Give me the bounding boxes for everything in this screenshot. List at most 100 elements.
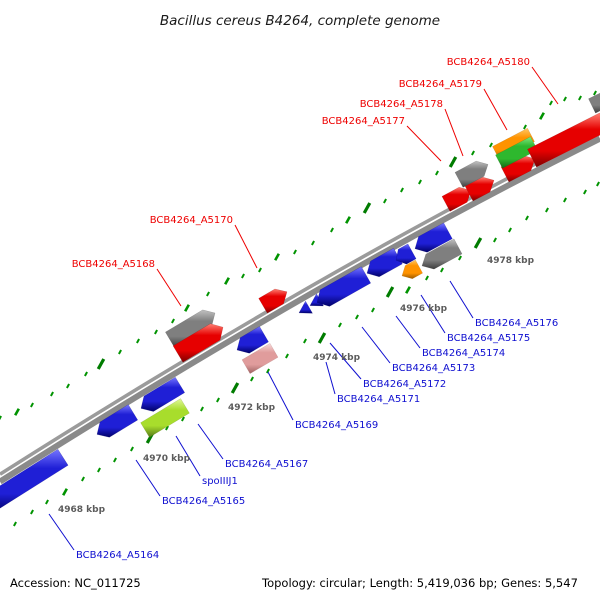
backbone-lower-line: [0, 135, 600, 485]
ruler-tick: [435, 170, 439, 176]
leader-line: [449, 280, 474, 319]
gene-label: BCB4264_A5175: [447, 333, 530, 344]
ruler-tick: [400, 187, 404, 193]
leader-line: [444, 108, 464, 157]
ruler-tick: [549, 100, 553, 106]
gene-label: BCB4264_A5168: [72, 259, 155, 270]
gene-labels-layer: BCB4264_A5180 BCB4264_A5179 BCB4264_A5178 B…: [72, 57, 559, 561]
ruler-tick: [563, 197, 567, 203]
ruler-label: 4968 kbp: [58, 505, 106, 515]
ruler-ticks-layer: [0, 90, 600, 527]
ruler-tick: [66, 383, 70, 389]
gene-A5171: [298, 300, 313, 314]
ruler-tick: [200, 406, 204, 412]
ruler-tick: [508, 227, 512, 233]
ruler-tick: [266, 368, 270, 374]
ruler-tick: [250, 376, 254, 382]
ruler-tick: [97, 467, 101, 473]
gene-label: BCB4264_A5179: [399, 79, 482, 90]
gene-label: BCB4264_A5171: [337, 394, 420, 405]
gene-label: BCB4264_A5169: [295, 420, 378, 431]
leader-line: [329, 342, 362, 380]
ruler-tick: [489, 142, 493, 148]
ruler-tick: [14, 408, 20, 416]
status-topology: Topology: circular; Length: 5,419,036 bp…: [261, 576, 578, 590]
ruler-tick: [563, 96, 567, 102]
gene-A5175: [414, 222, 453, 253]
ruler-tick: [458, 255, 462, 261]
gene-label: BCB4264_A5172: [363, 379, 446, 390]
ruler-tick: [440, 267, 444, 273]
ruler-tick: [293, 249, 297, 255]
ruler-tick: [385, 286, 395, 298]
gene-label: BCB4264_A5177: [322, 116, 405, 127]
ruler-tick: [96, 358, 106, 370]
ruler-tick: [525, 215, 529, 221]
gene-spoIIIJ1: [140, 398, 190, 438]
leader-line: [267, 371, 294, 421]
ruler-tick: [171, 318, 175, 324]
ruler-tick: [30, 509, 34, 515]
gene-A5164: [0, 448, 69, 509]
ruler-tick: [583, 189, 587, 195]
ruler-tick: [224, 277, 230, 285]
ruler-tick: [113, 457, 117, 463]
ruler-tick: [330, 227, 334, 233]
ruler-tick: [130, 446, 134, 452]
leader-line: [325, 361, 336, 395]
gene-A5168-inner: [172, 323, 224, 363]
leader-line: [395, 315, 421, 349]
gene-corner-fragment: [588, 92, 600, 114]
ruler-tick: [371, 307, 375, 313]
leader-line: [406, 125, 442, 162]
gene-label: BCB4264_A5167: [225, 459, 308, 470]
gene-rev-blue-4: [236, 326, 269, 354]
ruler-tick: [317, 332, 327, 344]
ruler-tick: [383, 198, 387, 204]
ruler-tick: [311, 240, 315, 246]
ruler-tick: [118, 349, 122, 355]
ruler-tick: [62, 488, 68, 496]
leader-line: [361, 326, 391, 364]
ruler-tick: [405, 286, 411, 294]
ruler-labels-layer: 4968 kbp 4970 kbp 4972 kbp 4974 kbp 4976 kbp…: [58, 256, 535, 515]
gene-A5172: [316, 266, 372, 307]
gene-label: BCB4264_A5176: [475, 318, 558, 329]
ruler-tick: [230, 382, 240, 394]
ruler-tick: [216, 397, 220, 403]
ruler-tick: [471, 150, 475, 156]
ruler-tick: [362, 202, 372, 214]
gene-A5170: [258, 288, 288, 314]
ruler-tick: [84, 371, 88, 377]
ruler-tick: [355, 314, 359, 320]
gene-features-layer: [0, 92, 600, 509]
figure-title: Bacillus cereus B4264, complete genome: [160, 13, 440, 29]
ruler-label: 4974 kbp: [313, 353, 361, 363]
gene-A5178: [454, 160, 489, 188]
leader-line: [420, 294, 446, 334]
ruler-tick: [523, 124, 527, 130]
leader-line: [197, 423, 224, 460]
gene-label: BCB4264_A5165: [162, 496, 245, 507]
ruler-label: 4972 kbp: [228, 403, 276, 413]
ruler-tick: [184, 304, 190, 312]
leader-line: [531, 66, 559, 105]
gene-rev-blue-8: [395, 243, 417, 265]
ruler-tick: [206, 291, 210, 297]
gene-A5168-outer: [165, 309, 216, 348]
ruler-tick: [418, 179, 422, 185]
ruler-tick: [345, 216, 351, 224]
gene-label: BCB4264_A5178: [360, 99, 443, 110]
leader-line: [48, 513, 75, 551]
ruler-tick: [303, 338, 307, 344]
leader-line: [234, 224, 258, 269]
ruler-tick: [285, 353, 289, 359]
ruler-label: 4976 kbp: [400, 304, 448, 314]
ruler-tick: [545, 207, 549, 213]
gene-label: BCB4264_A5174: [422, 348, 505, 359]
ruler-tick: [81, 476, 85, 482]
gene-A5174: [401, 259, 423, 279]
gene-label: spoIIIJ1: [202, 476, 238, 487]
ruler-tick: [258, 267, 262, 273]
